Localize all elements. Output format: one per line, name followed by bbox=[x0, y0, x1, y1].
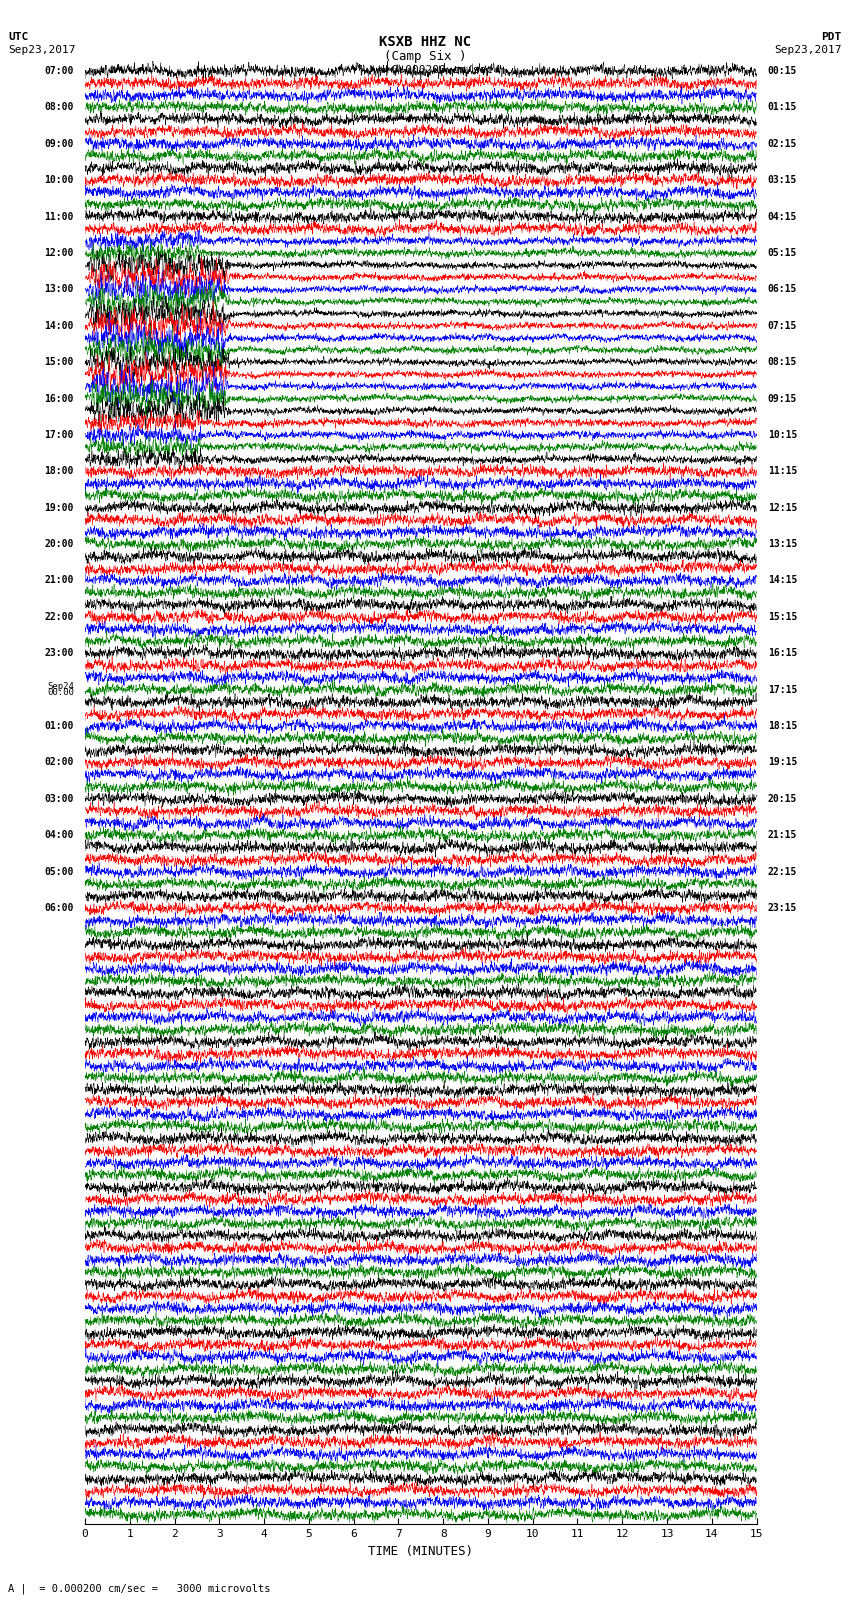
Text: 15:00: 15:00 bbox=[44, 356, 74, 368]
Text: PDT: PDT bbox=[821, 32, 842, 42]
Text: 11:00: 11:00 bbox=[44, 211, 74, 221]
Text: 19:00: 19:00 bbox=[44, 503, 74, 513]
Text: 18:00: 18:00 bbox=[44, 466, 74, 476]
Text: 01:00: 01:00 bbox=[44, 721, 74, 731]
Text: 09:00: 09:00 bbox=[44, 139, 74, 148]
Text: 22:15: 22:15 bbox=[768, 866, 797, 876]
Text: 20:00: 20:00 bbox=[44, 539, 74, 548]
Text: 11:15: 11:15 bbox=[768, 466, 797, 476]
Text: 08:00: 08:00 bbox=[44, 102, 74, 113]
Text: Sep23,2017: Sep23,2017 bbox=[774, 45, 842, 55]
Text: 04:15: 04:15 bbox=[768, 211, 797, 221]
Text: 06:15: 06:15 bbox=[768, 284, 797, 294]
Text: 22:00: 22:00 bbox=[44, 611, 74, 623]
Text: 00:15: 00:15 bbox=[768, 66, 797, 76]
Text: 16:15: 16:15 bbox=[768, 648, 797, 658]
Text: 12:00: 12:00 bbox=[44, 248, 74, 258]
Text: 12:15: 12:15 bbox=[768, 503, 797, 513]
Text: 20:15: 20:15 bbox=[768, 794, 797, 803]
Text: Sep24: Sep24 bbox=[47, 682, 74, 690]
Text: 04:00: 04:00 bbox=[44, 831, 74, 840]
Text: 05:00: 05:00 bbox=[44, 866, 74, 876]
Text: 08:15: 08:15 bbox=[768, 356, 797, 368]
Text: Sep23,2017: Sep23,2017 bbox=[8, 45, 76, 55]
Text: 07:00: 07:00 bbox=[44, 66, 74, 76]
Text: 02:00: 02:00 bbox=[44, 758, 74, 768]
Text: 02:15: 02:15 bbox=[768, 139, 797, 148]
Text: KSXB HHZ NC: KSXB HHZ NC bbox=[379, 35, 471, 50]
Text: 13:15: 13:15 bbox=[768, 539, 797, 548]
Text: 06:00: 06:00 bbox=[44, 903, 74, 913]
Text: 23:15: 23:15 bbox=[768, 903, 797, 913]
Text: 13:00: 13:00 bbox=[44, 284, 74, 294]
Text: 07:15: 07:15 bbox=[768, 321, 797, 331]
Text: 14:00: 14:00 bbox=[44, 321, 74, 331]
Text: |  = 0.000200 cm/sec: | = 0.000200 cm/sec bbox=[358, 65, 492, 76]
Text: 19:15: 19:15 bbox=[768, 758, 797, 768]
Text: 16:00: 16:00 bbox=[44, 394, 74, 403]
Text: 09:15: 09:15 bbox=[768, 394, 797, 403]
Text: 05:15: 05:15 bbox=[768, 248, 797, 258]
Text: 01:15: 01:15 bbox=[768, 102, 797, 113]
Text: 10:15: 10:15 bbox=[768, 431, 797, 440]
Text: 17:15: 17:15 bbox=[768, 684, 797, 695]
Text: 21:00: 21:00 bbox=[44, 576, 74, 586]
Text: 18:15: 18:15 bbox=[768, 721, 797, 731]
Text: (Camp Six ): (Camp Six ) bbox=[383, 50, 467, 63]
Text: 03:15: 03:15 bbox=[768, 176, 797, 185]
Text: 21:15: 21:15 bbox=[768, 831, 797, 840]
Text: 00:00: 00:00 bbox=[47, 689, 74, 697]
Text: 15:15: 15:15 bbox=[768, 611, 797, 623]
Text: 03:00: 03:00 bbox=[44, 794, 74, 803]
X-axis label: TIME (MINUTES): TIME (MINUTES) bbox=[368, 1545, 473, 1558]
Text: A |  = 0.000200 cm/sec =   3000 microvolts: A | = 0.000200 cm/sec = 3000 microvolts bbox=[8, 1582, 271, 1594]
Text: 17:00: 17:00 bbox=[44, 431, 74, 440]
Text: 23:00: 23:00 bbox=[44, 648, 74, 658]
Text: 14:15: 14:15 bbox=[768, 576, 797, 586]
Text: UTC: UTC bbox=[8, 32, 29, 42]
Text: 10:00: 10:00 bbox=[44, 176, 74, 185]
